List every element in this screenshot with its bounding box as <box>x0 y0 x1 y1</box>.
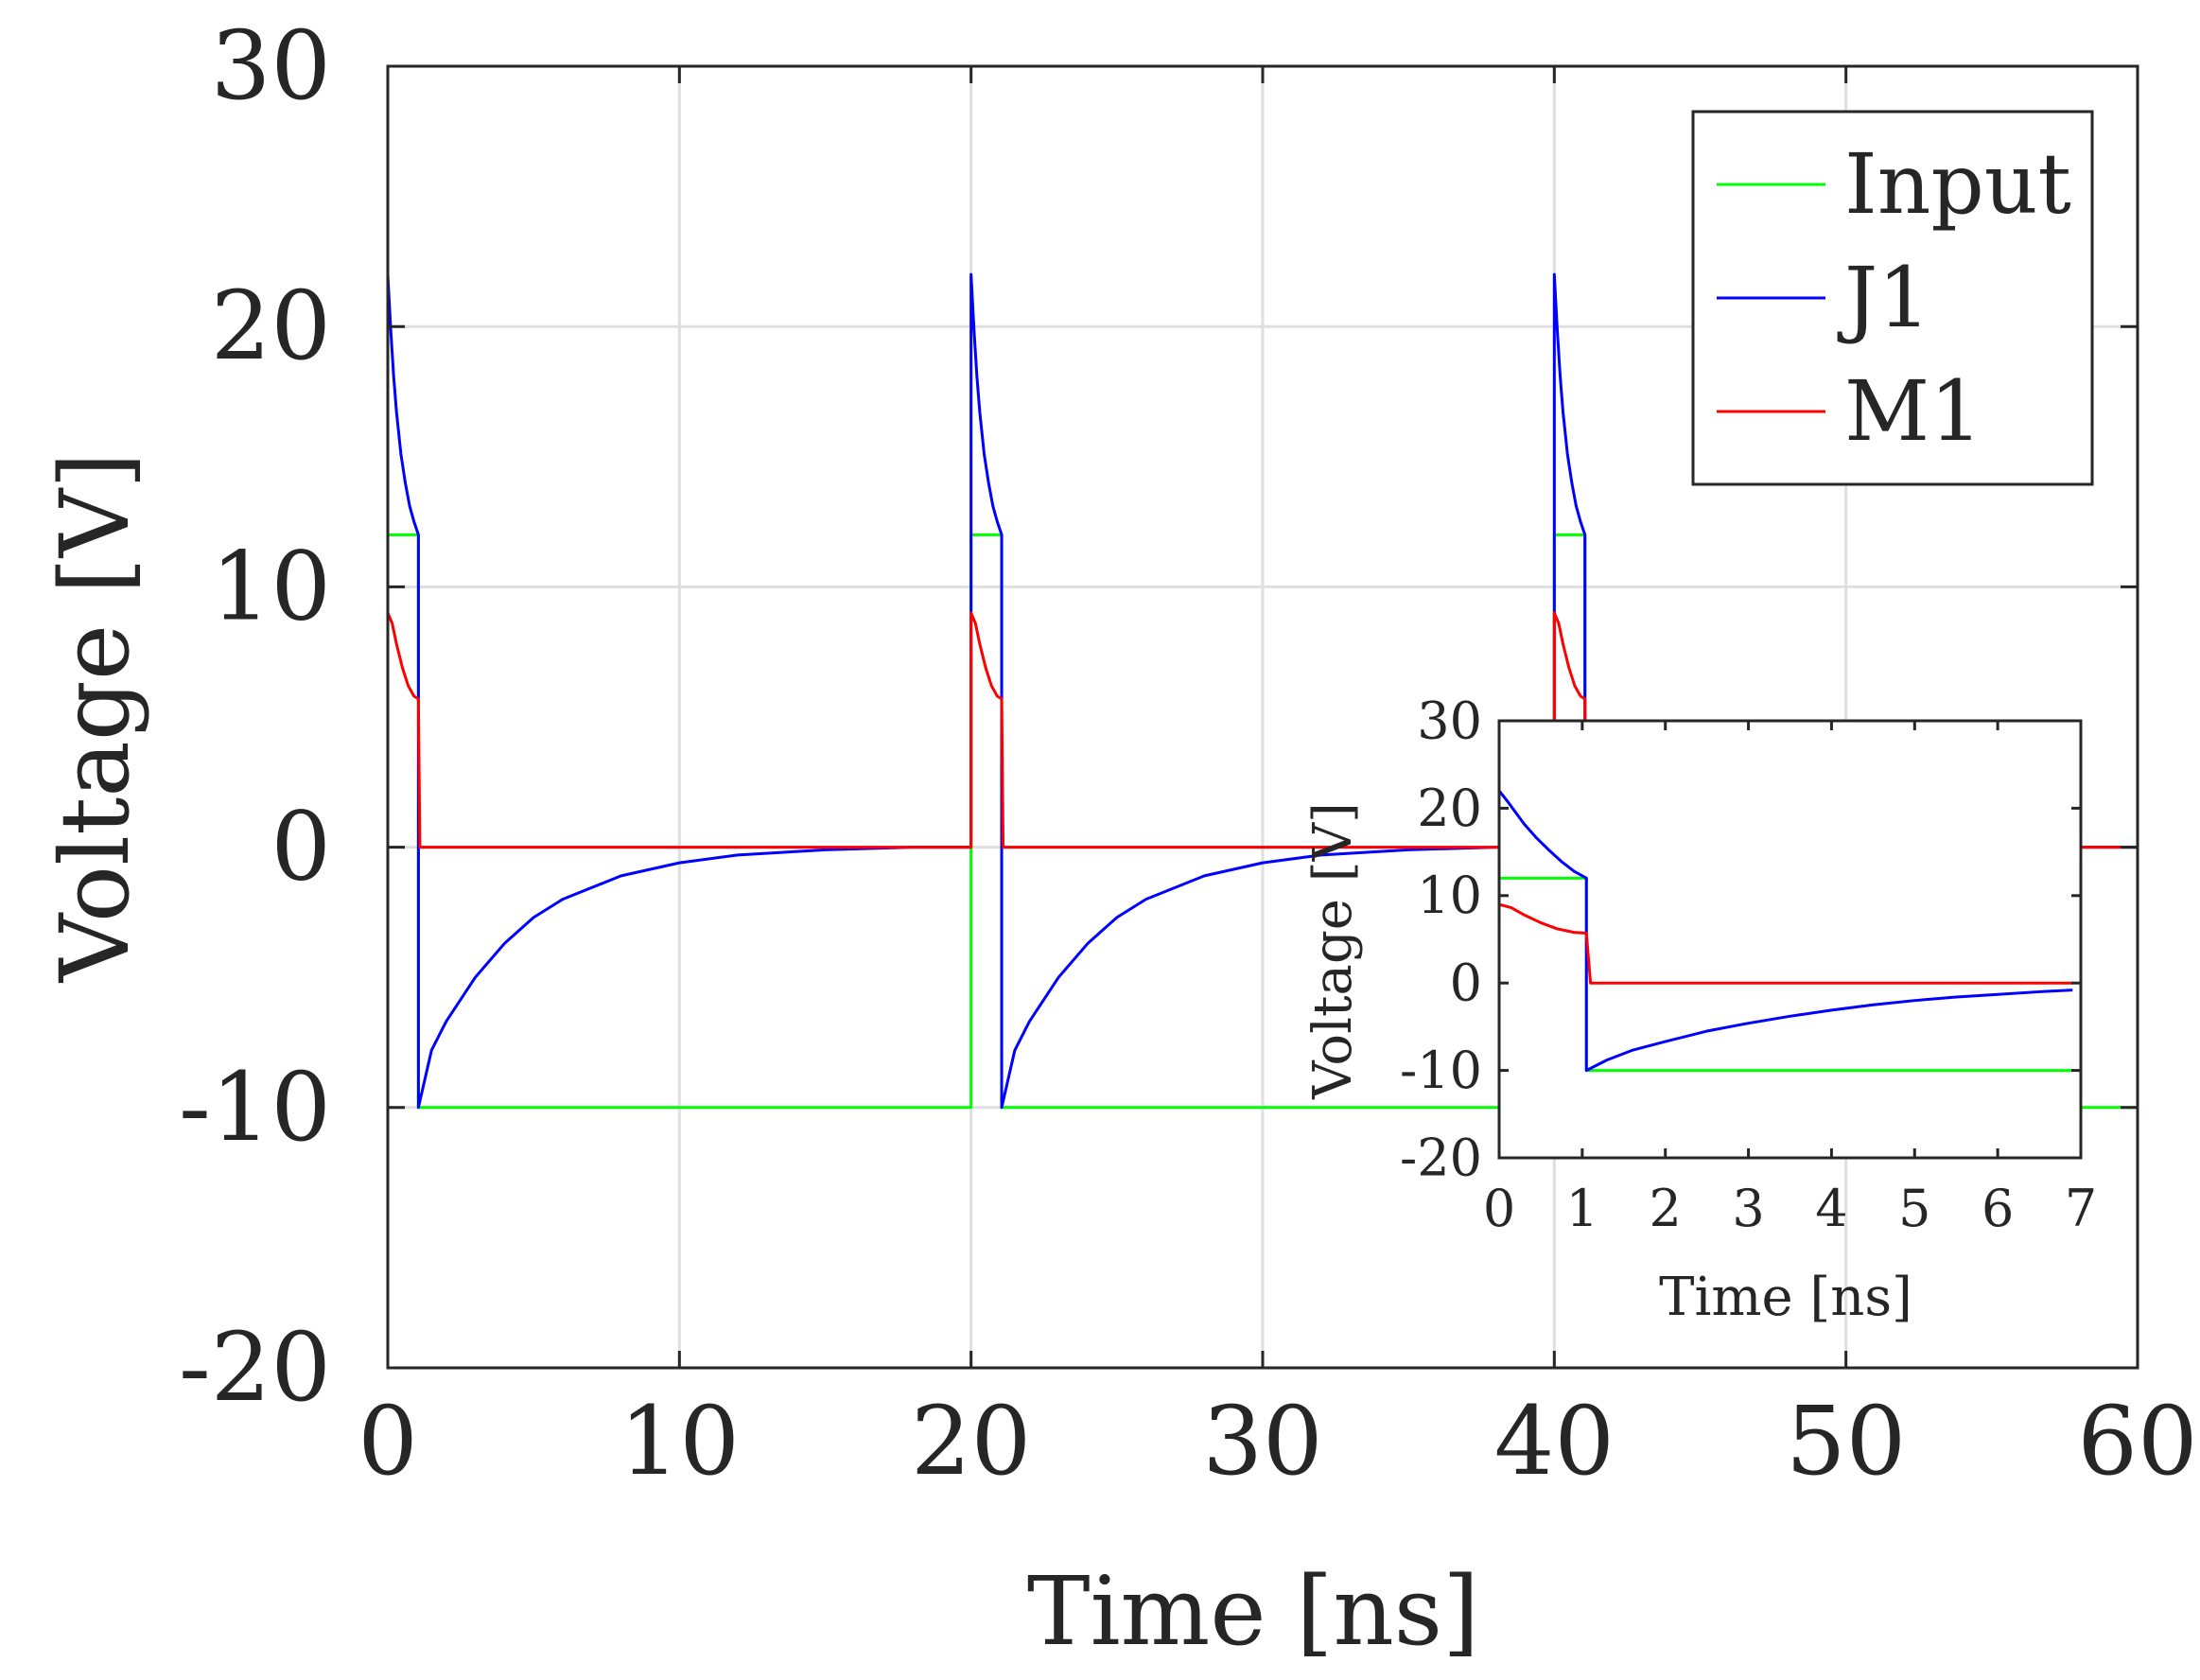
inset-x-axis-label: Time [ns] <box>1659 1267 1912 1328</box>
inset-xtick-label: 2 <box>1650 1179 1682 1238</box>
inset-xtick-label: 1 <box>1566 1179 1598 1238</box>
inset-ytick-labels: -20 -10 0 10 20 30 <box>1400 691 1482 1187</box>
main-xtick-label: 30 <box>1202 1386 1322 1496</box>
main-x-axis-label: Time [ns] <box>1027 1556 1479 1667</box>
main-series-m1 <box>386 611 2138 849</box>
inset-ytick-label: -10 <box>1400 1041 1482 1100</box>
main-ytick-label: 0 <box>271 792 331 902</box>
inset-xtick-label: 4 <box>1815 1179 1847 1238</box>
legend-label-j1: J1 <box>1837 249 1930 346</box>
legend-label-input: Input <box>1844 135 2071 233</box>
inset-ytick-label: 30 <box>1417 691 1482 750</box>
inset-tick-marks <box>1497 719 2083 1160</box>
main-tick-marks <box>386 64 2139 1370</box>
inset-ytick-label: -20 <box>1400 1128 1482 1187</box>
main-ytick-label: 30 <box>211 10 331 121</box>
main-ytick-labels: -20 -10 0 10 20 30 <box>179 10 331 1423</box>
inset-axes-box <box>1497 719 2083 1160</box>
main-xtick-label: 50 <box>1786 1386 1906 1496</box>
legend: Input J1 M1 <box>1691 110 2094 486</box>
inset-ytick-label: 10 <box>1417 866 1482 925</box>
inset-plot-area <box>1499 721 2081 1158</box>
inset-series-m1 <box>1497 902 2073 985</box>
inset-xtick-label: 7 <box>2065 1179 2097 1238</box>
main-xtick-label: 10 <box>620 1386 740 1496</box>
main-xtick-labels: 0 10 20 30 40 50 60 <box>358 1386 2197 1496</box>
main-xtick-label: 20 <box>911 1386 1031 1496</box>
inset-ytick-label: 0 <box>1450 954 1482 1013</box>
inset-y-axis-label: Voltage [V] <box>1302 802 1364 1100</box>
inset-xtick-label: 0 <box>1483 1179 1515 1238</box>
main-ytick-label: 20 <box>211 271 331 381</box>
inset-xtick-label: 6 <box>1982 1179 2014 1238</box>
inset-ytick-label: 20 <box>1417 779 1482 838</box>
main-xtick-label: 60 <box>2077 1386 2197 1496</box>
inset-xtick-label: 5 <box>1898 1179 1930 1238</box>
inset-series-j1 <box>1497 789 2073 1073</box>
main-ytick-label: 10 <box>211 531 331 641</box>
inset-xtick-label: 3 <box>1732 1179 1764 1238</box>
legend-label-m1: M1 <box>1844 362 1982 460</box>
main-ytick-label: -20 <box>179 1312 331 1423</box>
main-xtick-label: 40 <box>1494 1386 1615 1496</box>
main-ytick-label: -10 <box>179 1052 331 1163</box>
main-xtick-label: 0 <box>358 1386 418 1496</box>
main-y-axis-label: Voltage [V] <box>40 452 150 983</box>
